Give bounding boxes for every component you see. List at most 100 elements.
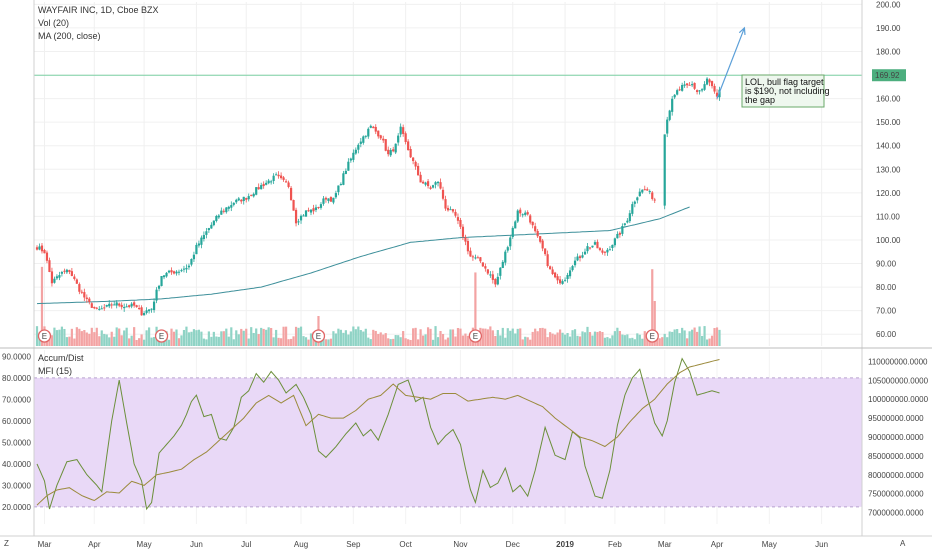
candle-body — [95, 307, 98, 309]
candle-body — [501, 261, 504, 268]
volume-bar — [85, 332, 88, 346]
volume-bar — [514, 333, 517, 346]
volume-bar — [225, 328, 228, 346]
candle-body — [140, 307, 143, 316]
volume-bar — [55, 330, 59, 346]
note-line-1: LOL, bull flag target — [745, 77, 824, 87]
price-tick-label: 120.00 — [876, 189, 901, 198]
volume-bar — [88, 333, 91, 346]
volume-bar — [519, 328, 522, 346]
candle-body — [165, 272, 168, 277]
candle-body — [412, 157, 415, 162]
volume-bar — [573, 329, 577, 346]
candle-body — [175, 271, 178, 274]
candle-body — [190, 259, 193, 265]
candle-body — [180, 270, 183, 272]
note-line-2: is $190, not including — [745, 86, 830, 96]
time-tick-label: Jun — [190, 540, 203, 549]
volume-bar — [75, 327, 78, 346]
volume-bar — [187, 332, 191, 346]
candle-body — [147, 309, 151, 312]
volume-bar — [369, 339, 372, 346]
candle-body — [379, 135, 382, 139]
candle-body — [389, 149, 392, 156]
volume-bar — [434, 326, 437, 346]
accum-dist-legend: Accum/Dist — [38, 353, 84, 363]
candle-body — [372, 126, 375, 129]
mfi-tick-label: 60.0000 — [2, 417, 31, 426]
candle-body — [486, 269, 489, 274]
candle-body — [703, 84, 706, 90]
volume-bar — [693, 327, 696, 346]
candle-body — [469, 250, 472, 257]
candle-body — [334, 193, 338, 198]
candle-body — [521, 214, 524, 216]
candle-body — [693, 82, 696, 89]
volume-bar — [705, 339, 709, 346]
volume-bar — [431, 339, 435, 346]
candle-body — [98, 308, 101, 310]
volume-bar — [267, 327, 270, 346]
time-tick-label: Mar — [658, 540, 672, 549]
volume-bar — [653, 301, 656, 346]
volume-bar — [544, 328, 547, 346]
price-tick-label: 150.00 — [876, 118, 901, 127]
candle-body — [439, 182, 442, 189]
annotation-note[interactable]: LOL, bull flag target is $190, not inclu… — [741, 74, 830, 108]
candle-body — [591, 245, 594, 248]
candle-body — [593, 242, 597, 245]
volume-bar — [576, 335, 579, 346]
candle-body — [304, 210, 308, 217]
time-tick-label: Feb — [608, 540, 622, 549]
price-tick-label: 90.00 — [876, 260, 897, 269]
candle-body — [195, 244, 198, 255]
corner-right-label[interactable]: A — [900, 539, 906, 548]
corner-left-label[interactable]: Z — [4, 539, 9, 548]
volume-bar — [474, 272, 477, 346]
earnings-marker-label: E — [650, 332, 655, 341]
candle-body — [676, 90, 679, 95]
candle-body — [349, 158, 352, 161]
candle-body — [623, 223, 626, 225]
candle-body — [252, 193, 255, 197]
volume-bar — [289, 338, 293, 346]
candle-body — [78, 284, 81, 292]
volume-bar — [449, 329, 452, 346]
earnings-marker-label: E — [42, 332, 47, 341]
volume-bar — [235, 330, 238, 346]
candle-body — [150, 308, 153, 310]
volume-bar — [252, 332, 255, 346]
candle-body — [118, 303, 121, 306]
candle-body — [546, 254, 549, 266]
volume-bar — [536, 331, 539, 346]
projection-arrow-head — [738, 26, 746, 35]
mfi-band — [34, 377, 862, 507]
volume-bar — [232, 339, 235, 346]
candle-body — [544, 248, 547, 255]
volume-bar — [277, 337, 280, 346]
candle-body — [364, 135, 367, 137]
candle-body — [688, 84, 691, 86]
volume-bar — [200, 331, 203, 346]
candle-body — [653, 199, 656, 201]
candle-body — [638, 191, 641, 197]
volume-bar — [691, 329, 694, 346]
volume-bar — [215, 336, 218, 346]
volume-bar — [282, 326, 285, 346]
candle-body — [601, 250, 604, 253]
candle-body — [302, 215, 305, 217]
volume-bar — [222, 331, 225, 346]
candle-body — [170, 270, 173, 273]
candle-body — [232, 202, 235, 205]
candle-body — [155, 289, 158, 301]
candle-body — [217, 215, 220, 218]
candle-body — [588, 247, 592, 249]
accum-tick-label: 80000000.0000 — [868, 471, 924, 480]
candle-body — [210, 224, 213, 229]
volume-bar — [339, 329, 342, 346]
candle-body — [225, 207, 228, 213]
candle-body — [347, 161, 350, 171]
candle-body — [103, 307, 106, 309]
volume-bar — [613, 331, 616, 346]
candle-body — [526, 212, 529, 215]
